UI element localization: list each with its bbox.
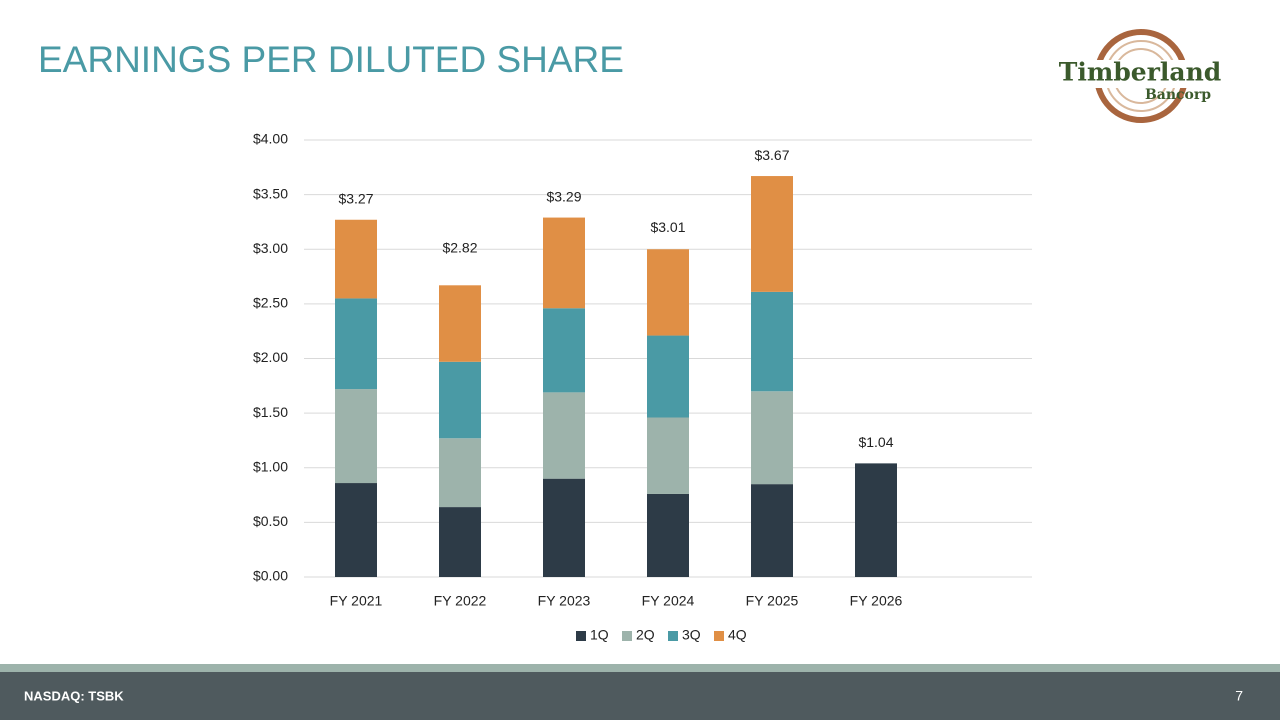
bar-segment bbox=[647, 417, 689, 494]
y-tick-label: $1.50 bbox=[253, 404, 288, 420]
y-tick-label: $2.50 bbox=[253, 295, 288, 311]
bar-segment bbox=[647, 493, 689, 577]
bar-segment bbox=[751, 291, 793, 392]
bar-segment bbox=[751, 484, 793, 577]
bar-segment bbox=[543, 478, 585, 577]
footer-bar bbox=[0, 672, 1280, 720]
logo-band bbox=[1058, 60, 1224, 88]
y-tick-label: $0.50 bbox=[253, 513, 288, 529]
bar-segment bbox=[543, 308, 585, 393]
logo-name: Timberland bbox=[1059, 58, 1221, 87]
total-label: $1.04 bbox=[858, 434, 893, 450]
bar-segment bbox=[543, 392, 585, 479]
bar-segment bbox=[855, 463, 897, 577]
bar-segment bbox=[647, 335, 689, 418]
bar-segment bbox=[335, 483, 377, 577]
y-tick-label: $2.00 bbox=[253, 349, 288, 365]
x-tick-label: FY 2024 bbox=[642, 593, 695, 609]
legend-label: 2Q bbox=[636, 627, 655, 643]
x-tick-label: FY 2022 bbox=[434, 593, 487, 609]
legend-label: 3Q bbox=[682, 627, 701, 643]
legend-swatch bbox=[714, 631, 724, 641]
x-tick-label: FY 2023 bbox=[538, 593, 591, 609]
total-label: $3.01 bbox=[650, 219, 685, 235]
y-tick-label: $0.00 bbox=[253, 568, 288, 584]
bar-segment bbox=[439, 285, 481, 362]
bar-segment bbox=[335, 389, 377, 484]
legend-swatch bbox=[622, 631, 632, 641]
bar-segment bbox=[751, 176, 793, 292]
y-tick-label: $3.00 bbox=[253, 240, 288, 256]
slide-title: EARNINGS PER DILUTED SHARE bbox=[38, 39, 624, 80]
bar-segment bbox=[335, 219, 377, 299]
y-tick-label: $3.50 bbox=[253, 185, 288, 201]
y-tick-label: $1.00 bbox=[253, 458, 288, 474]
x-tick-label: FY 2026 bbox=[850, 593, 903, 609]
bar-segment bbox=[543, 217, 585, 309]
total-label: $2.82 bbox=[442, 240, 477, 256]
legend-swatch bbox=[576, 631, 586, 641]
bar-segment bbox=[335, 298, 377, 390]
legend-label: 1Q bbox=[590, 627, 609, 643]
logo-sub: Bancorp bbox=[1145, 87, 1211, 103]
x-tick-label: FY 2021 bbox=[330, 593, 383, 609]
legend-swatch bbox=[668, 631, 678, 641]
bar-segment bbox=[439, 438, 481, 508]
logo: Timberland Bancorp bbox=[1058, 29, 1224, 123]
total-label: $3.29 bbox=[546, 188, 581, 204]
page-number: 7 bbox=[1235, 688, 1243, 704]
y-tick-label: $4.00 bbox=[253, 131, 288, 147]
total-label: $3.27 bbox=[338, 190, 373, 206]
footer-ticker: NASDAQ: TSBK bbox=[24, 688, 124, 703]
bar-segment bbox=[439, 361, 481, 439]
footer-stripe bbox=[0, 664, 1280, 672]
bar-segment bbox=[439, 507, 481, 577]
bar-segment bbox=[751, 391, 793, 485]
bar-segment bbox=[647, 249, 689, 336]
legend-label: 4Q bbox=[728, 627, 747, 643]
total-label: $3.67 bbox=[754, 147, 789, 163]
x-tick-label: FY 2025 bbox=[746, 593, 799, 609]
